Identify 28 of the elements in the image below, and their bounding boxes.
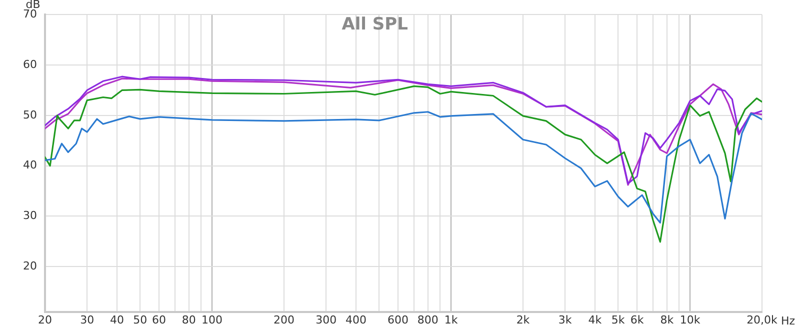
y-tick-label: 30: [23, 209, 37, 222]
x-tick-label: 1k: [444, 313, 458, 326]
y-tick-label: 60: [23, 58, 37, 71]
x-tick-label: 8k: [660, 313, 674, 326]
x-tick-label: 300: [316, 313, 337, 326]
x-tick-label: 40: [110, 313, 124, 326]
x-axis-title: Hz: [781, 314, 796, 328]
y-tick-label: 50: [23, 108, 37, 122]
x-tick-label: 3k: [558, 313, 572, 326]
x-tick-label: 200: [274, 313, 294, 326]
x-tick-label: 4k: [588, 313, 602, 326]
y-tick-label: 40: [23, 158, 37, 172]
x-tick-label: 60: [152, 313, 166, 326]
x-tick-label: 5k: [611, 313, 626, 326]
x-tick-label: 20: [38, 313, 52, 326]
x-tick-label: 30: [80, 313, 94, 326]
x-tick-label: 600: [388, 313, 409, 326]
x-tick-label: 10k: [680, 313, 701, 326]
x-tick-label: 20,0k: [746, 313, 778, 326]
x-tick-label: 100: [202, 313, 223, 326]
x-tick-label: 80: [182, 313, 196, 326]
x-tick-label: 400: [345, 313, 366, 326]
x-tick-label: 800: [417, 313, 438, 326]
y-tick-label: 20: [23, 259, 37, 272]
chart-title: All SPL: [342, 14, 408, 35]
x-tick-label: 2k: [516, 313, 530, 326]
x-tick-label: 6k: [630, 313, 644, 326]
x-tick-label: 50: [133, 313, 148, 326]
